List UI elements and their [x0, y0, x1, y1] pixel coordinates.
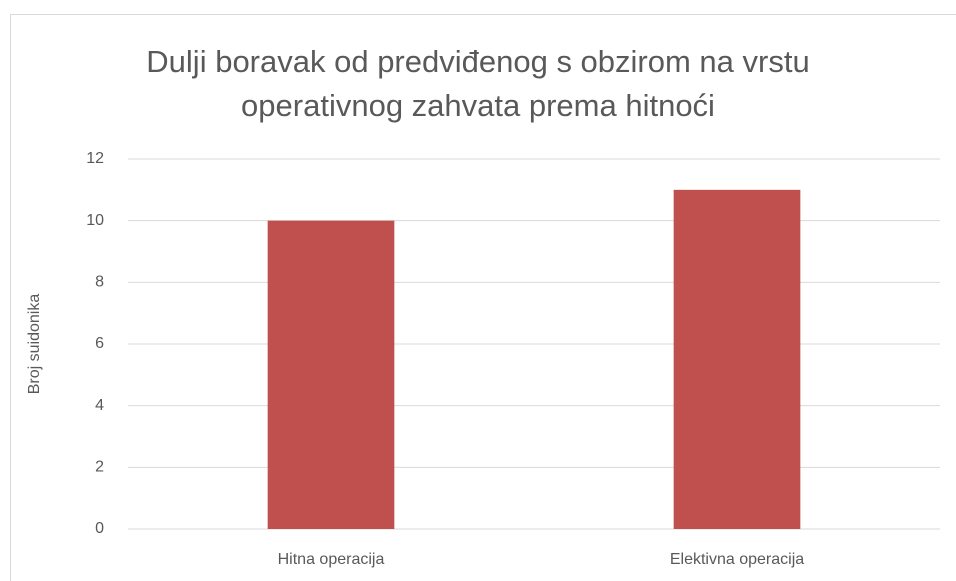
y-tick-label: 8 — [95, 274, 104, 291]
chart-title: Dulji boravak od predviđenog s obzirom n… — [146, 44, 810, 123]
chart-border — [10, 14, 956, 581]
bar — [267, 220, 395, 529]
x-tick-label: Elektivna operacija — [670, 551, 804, 568]
y-tick-label: 10 — [86, 212, 104, 229]
bar — [673, 189, 801, 530]
y-tick-label: 0 — [95, 520, 104, 537]
y-axis-label: Broj suidonika — [26, 294, 43, 395]
y-tick-label: 2 — [95, 459, 104, 476]
y-tick-label: 6 — [95, 335, 104, 352]
y-tick-label: 4 — [95, 397, 104, 414]
x-tick-label: Hitna operacija — [278, 551, 385, 568]
y-tick-label: 12 — [86, 150, 104, 167]
